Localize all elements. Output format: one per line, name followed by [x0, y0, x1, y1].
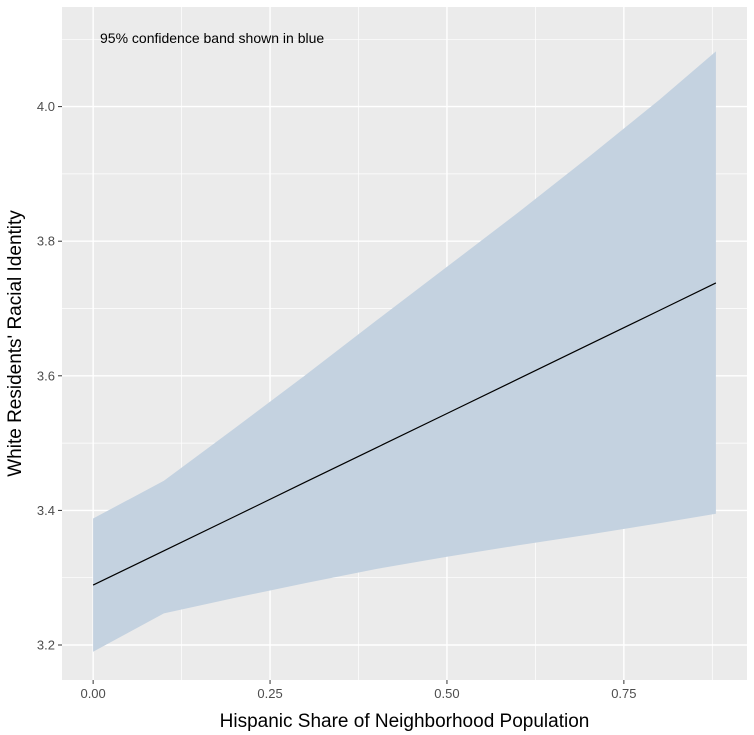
y-tick-label: 3.8 — [37, 234, 55, 249]
x-tick-label: 0.25 — [257, 686, 282, 701]
x-axis-title: Hispanic Share of Neighborhood Populatio… — [220, 711, 590, 732]
x-tick-label: 0.50 — [434, 686, 459, 701]
x-tick-label: 0.75 — [611, 686, 636, 701]
y-tick-label: 3.4 — [37, 503, 55, 518]
y-tick-label: 3.6 — [37, 368, 55, 383]
series-line — [92, 282, 717, 586]
annotation: 95% confidence band shown in blue — [100, 30, 324, 46]
y-axis-title: White Residents' Racial Identity — [5, 210, 26, 477]
plot-area — [62, 7, 747, 680]
y-tick-label: 4.0 — [37, 99, 55, 114]
x-tick-label: 0.00 — [80, 686, 105, 701]
y-tick-label: 3.2 — [37, 638, 55, 653]
confidence-band — [93, 51, 716, 652]
